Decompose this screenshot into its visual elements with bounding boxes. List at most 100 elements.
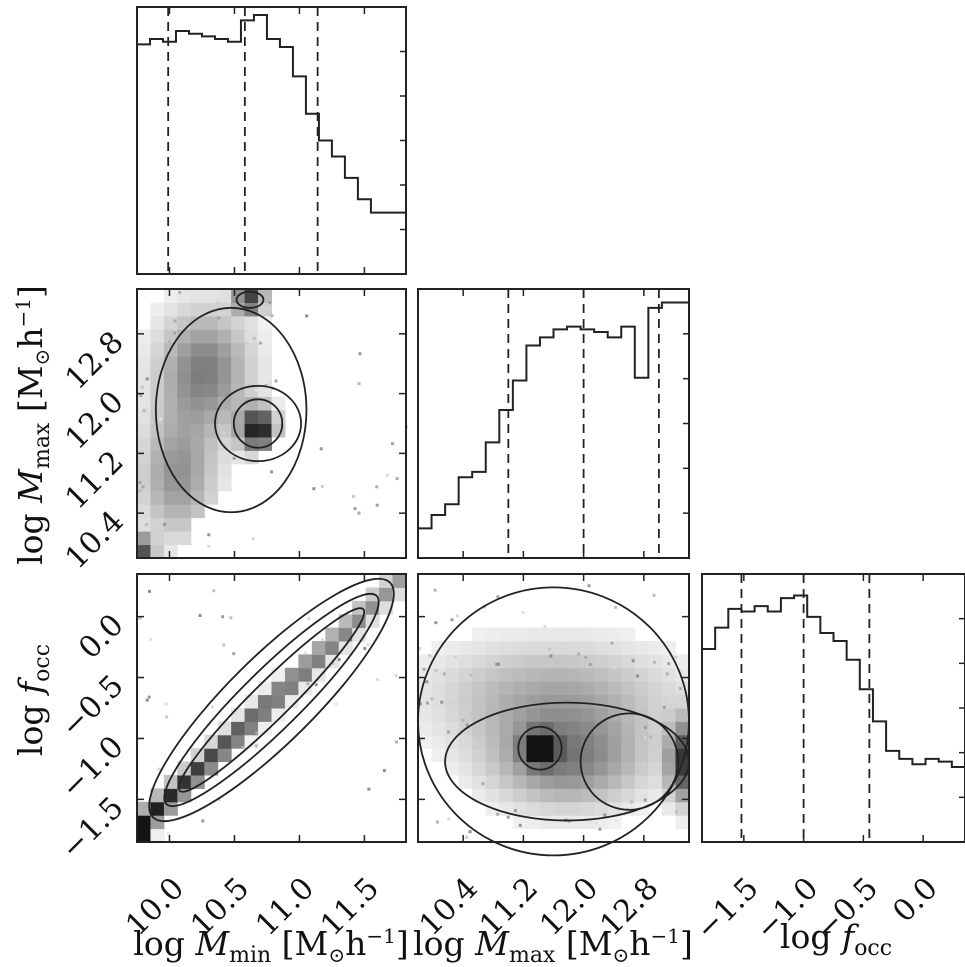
density-cell <box>526 667 541 682</box>
density-cell <box>163 504 178 519</box>
density-cell <box>163 356 178 371</box>
density-cell <box>163 383 178 398</box>
density-cell <box>539 708 554 722</box>
density-cell <box>580 667 595 682</box>
density-cell <box>621 734 636 749</box>
density-cell <box>431 681 446 696</box>
yaxis-label-log-focc: log focc <box>11 644 55 756</box>
density-cell <box>485 667 500 682</box>
density-cell <box>580 721 595 736</box>
scatter-point <box>229 616 233 620</box>
density-cell <box>137 436 151 451</box>
density-cell <box>177 302 192 317</box>
density-cell <box>567 734 582 749</box>
density-cell <box>675 815 690 830</box>
density-cell <box>621 681 636 696</box>
density-cell <box>258 356 272 371</box>
density-cell <box>485 721 500 736</box>
density-cell <box>271 681 286 696</box>
density-cell <box>204 356 219 371</box>
scatter-point <box>244 341 248 345</box>
xaxis-label-log-mmax: log Mmax [M⊙h−1] <box>413 924 693 967</box>
density-cell <box>258 342 272 357</box>
scatter-point <box>319 447 323 451</box>
density-cell <box>137 477 151 492</box>
density-cell <box>567 775 582 789</box>
scatter-point <box>449 695 453 699</box>
density-cell <box>445 641 460 655</box>
density-cell <box>204 329 219 344</box>
density-cell <box>217 423 232 438</box>
yaxis-label-log-mmax: log Mmax [M⊙h−1] <box>11 285 55 565</box>
scatter-point <box>669 696 673 700</box>
scatter-point <box>142 408 146 412</box>
panel-2d-mmin-focc <box>136 573 407 843</box>
density-cell <box>621 694 636 709</box>
scatter-point <box>252 336 256 340</box>
scatter-point <box>165 715 169 719</box>
density-cell <box>137 329 151 344</box>
density-cell <box>163 369 178 384</box>
density-cell <box>137 504 151 519</box>
density-cell <box>580 641 595 655</box>
scatter-point <box>435 820 439 824</box>
density-cell <box>431 708 446 722</box>
density-cell <box>499 641 514 655</box>
density-cell <box>271 708 286 722</box>
density-cell <box>472 788 487 803</box>
scatter-point <box>166 832 170 836</box>
scatter-point <box>390 442 394 446</box>
density-cell <box>458 641 473 655</box>
density-cell <box>526 627 541 642</box>
density-cell <box>512 761 527 776</box>
density-cell <box>567 708 582 722</box>
density-cell <box>163 788 178 803</box>
density-cell <box>553 667 568 682</box>
histogram-step-log_mmin <box>137 14 406 214</box>
density-cell <box>258 708 272 722</box>
density-cell <box>258 315 272 330</box>
density-cell <box>594 708 609 722</box>
scatter-point <box>631 659 635 663</box>
density-cell <box>621 761 636 776</box>
density-cell <box>204 477 219 492</box>
density-cell <box>526 654 541 669</box>
density-cell <box>137 383 151 398</box>
density-cell <box>150 342 165 357</box>
scatter-point <box>425 680 429 684</box>
scatter-point <box>375 485 379 489</box>
scatter-point <box>481 782 485 786</box>
density-cell <box>190 302 205 317</box>
scatter-point <box>614 605 618 609</box>
scatter-point <box>303 651 307 655</box>
ytick-label-log_focc: −0.5 <box>54 668 130 744</box>
density-cell <box>580 761 595 776</box>
density-cell <box>431 694 446 709</box>
density-cell <box>539 815 554 830</box>
density-cell <box>553 721 568 736</box>
density-cell <box>137 423 151 438</box>
scatter-point <box>141 485 145 489</box>
density-cell <box>177 531 192 546</box>
density-cell <box>485 654 500 669</box>
density-cell <box>512 694 527 709</box>
density-cell <box>580 694 595 709</box>
density-cell <box>499 654 514 669</box>
density-cell <box>648 694 663 709</box>
density-cell <box>392 587 407 602</box>
density-cell <box>150 490 165 505</box>
density-cell <box>634 641 649 655</box>
density-cell <box>594 654 609 669</box>
density-cell <box>150 450 165 465</box>
scatter-point <box>382 769 386 773</box>
density-cell <box>445 748 460 763</box>
scatter-point <box>634 656 638 660</box>
scatter-point <box>268 301 272 305</box>
scatter-point <box>331 661 335 665</box>
density-cell <box>485 641 500 655</box>
scatter-point <box>678 687 682 691</box>
density-cell <box>177 504 192 519</box>
scatter-point <box>643 798 647 802</box>
density-cell <box>485 734 500 749</box>
